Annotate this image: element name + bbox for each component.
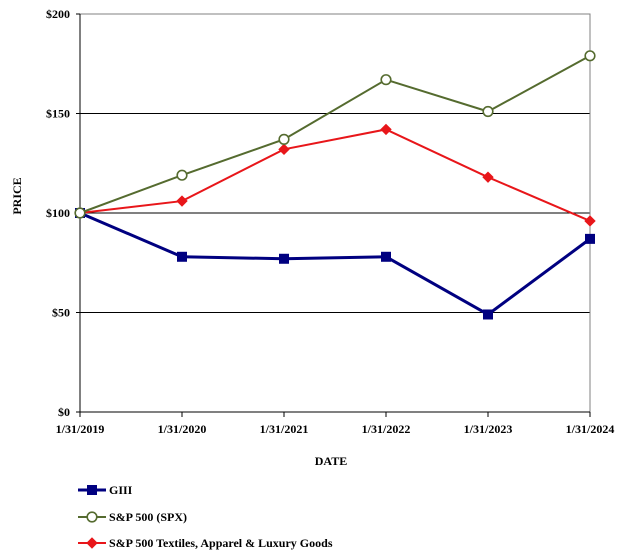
x-tick-label-5: 1/31/2024 <box>566 422 615 436</box>
series-2-point-4 <box>482 171 494 183</box>
gridlines <box>80 113 590 313</box>
series-line-1 <box>79 54 591 214</box>
y-tick-label-0: $0 <box>58 405 70 419</box>
series-1-point-0 <box>74 207 86 219</box>
series-layer <box>74 50 596 320</box>
y-tick-label-3: $150 <box>46 107 70 121</box>
x-tick-label-3: 1/31/2022 <box>362 422 411 436</box>
x-axis-ticks: 1/31/2019 1/31/2020 1/31/2021 1/31/2022 1/31… <box>56 412 615 436</box>
series-2-point-5 <box>584 215 596 227</box>
series-0-point-3 <box>381 251 391 262</box>
legend-marker-0 <box>87 485 97 495</box>
y-axis-title: PRICE <box>10 177 24 214</box>
series-2 <box>74 123 596 227</box>
x-tick-label-2: 1/31/2021 <box>260 422 309 436</box>
x-tick-label-4: 1/31/2023 <box>464 422 513 436</box>
legend-item-1: S&P 500 (SPX) <box>78 510 187 524</box>
legend-item-2: S&P 500 Textiles, Apparel & Luxury Goods <box>78 536 333 550</box>
y-tick-label-4: $200 <box>46 7 70 21</box>
series-1-point-5 <box>584 50 596 62</box>
series-0-point-5 <box>585 233 595 244</box>
series-2-point-2 <box>278 143 290 156</box>
series-2-point-1 <box>176 195 188 207</box>
legend-item-0: GIII <box>78 483 133 497</box>
series-line-0 <box>79 211 591 317</box>
series-1 <box>74 50 596 219</box>
series-1-point-2 <box>278 133 290 145</box>
x-tick-label-0: 1/31/2019 <box>56 422 105 436</box>
legend-label-2: S&P 500 Textiles, Apparel & Luxury Goods <box>109 536 333 550</box>
series-1-point-3 <box>380 74 392 86</box>
series-0-point-4 <box>483 309 493 320</box>
legend: GIII S&P 500 (SPX) S&P 500 Textiles, Appar… <box>78 483 333 550</box>
series-1-point-1 <box>176 169 188 181</box>
legend-marker-2 <box>86 537 98 549</box>
legend-marker-1 <box>86 511 98 523</box>
series-0-point-2 <box>279 253 289 264</box>
series-line-2 <box>79 128 591 222</box>
legend-label-1: S&P 500 (SPX) <box>109 510 187 524</box>
x-axis-title: DATE <box>315 454 347 468</box>
series-0-point-1 <box>177 251 187 262</box>
series-1-point-4 <box>482 105 494 118</box>
x-tick-label-1: 1/31/2020 <box>158 422 207 436</box>
y-tick-label-2: $100 <box>46 206 70 220</box>
series-0 <box>75 208 595 320</box>
y-tick-label-1: $50 <box>52 306 70 320</box>
series-2-point-3 <box>380 123 392 136</box>
legend-label-0: GIII <box>109 483 133 497</box>
